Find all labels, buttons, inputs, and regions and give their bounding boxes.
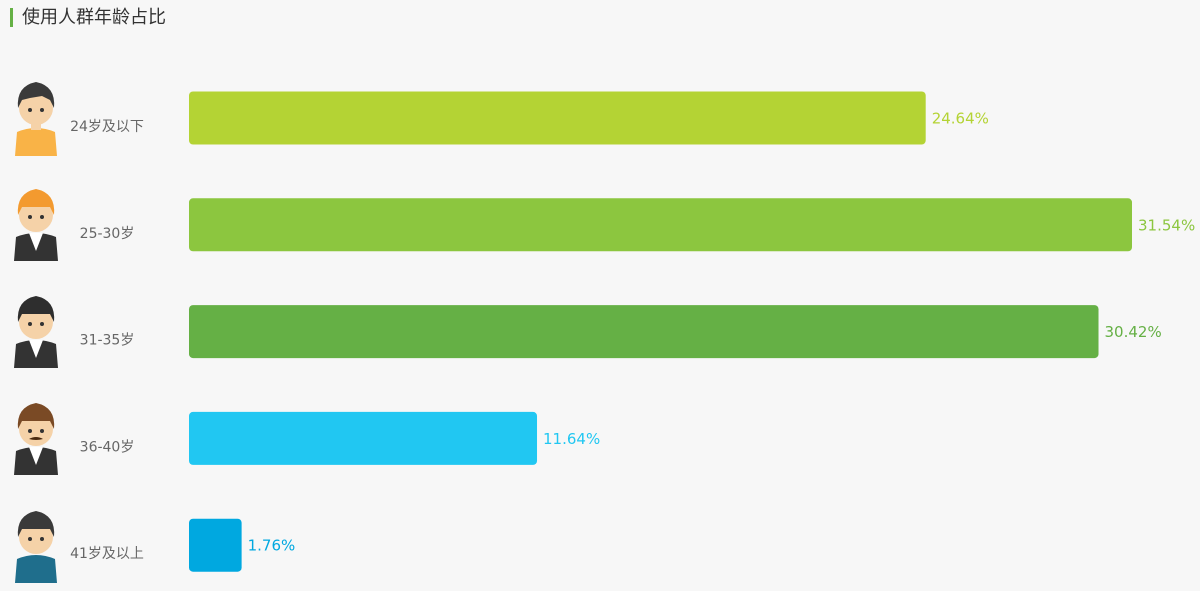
value-label: 11.64% <box>543 430 600 448</box>
avatar <box>15 511 57 583</box>
avatar <box>14 296 58 368</box>
title-marker <box>10 8 13 27</box>
category-label: 31-35岁 <box>80 333 135 349</box>
avatar <box>14 189 58 261</box>
category-label: 36-40岁 <box>80 439 135 455</box>
bar <box>189 198 1132 252</box>
category-label: 24岁及以下 <box>70 119 144 135</box>
avatar <box>14 403 58 475</box>
bar <box>189 91 926 145</box>
value-label: 24.64% <box>932 110 989 128</box>
value-label: 1.76% <box>248 537 296 555</box>
bar <box>189 518 242 572</box>
bar <box>189 305 1099 359</box>
category-label: 25-30岁 <box>80 226 135 242</box>
value-label: 30.42% <box>1105 323 1162 341</box>
value-label: 31.54% <box>1138 216 1195 234</box>
chart-title: 使用人群年龄占比 <box>22 7 166 28</box>
category-label: 41岁及以上 <box>70 546 144 562</box>
avatar <box>15 82 57 156</box>
bar <box>189 411 538 465</box>
